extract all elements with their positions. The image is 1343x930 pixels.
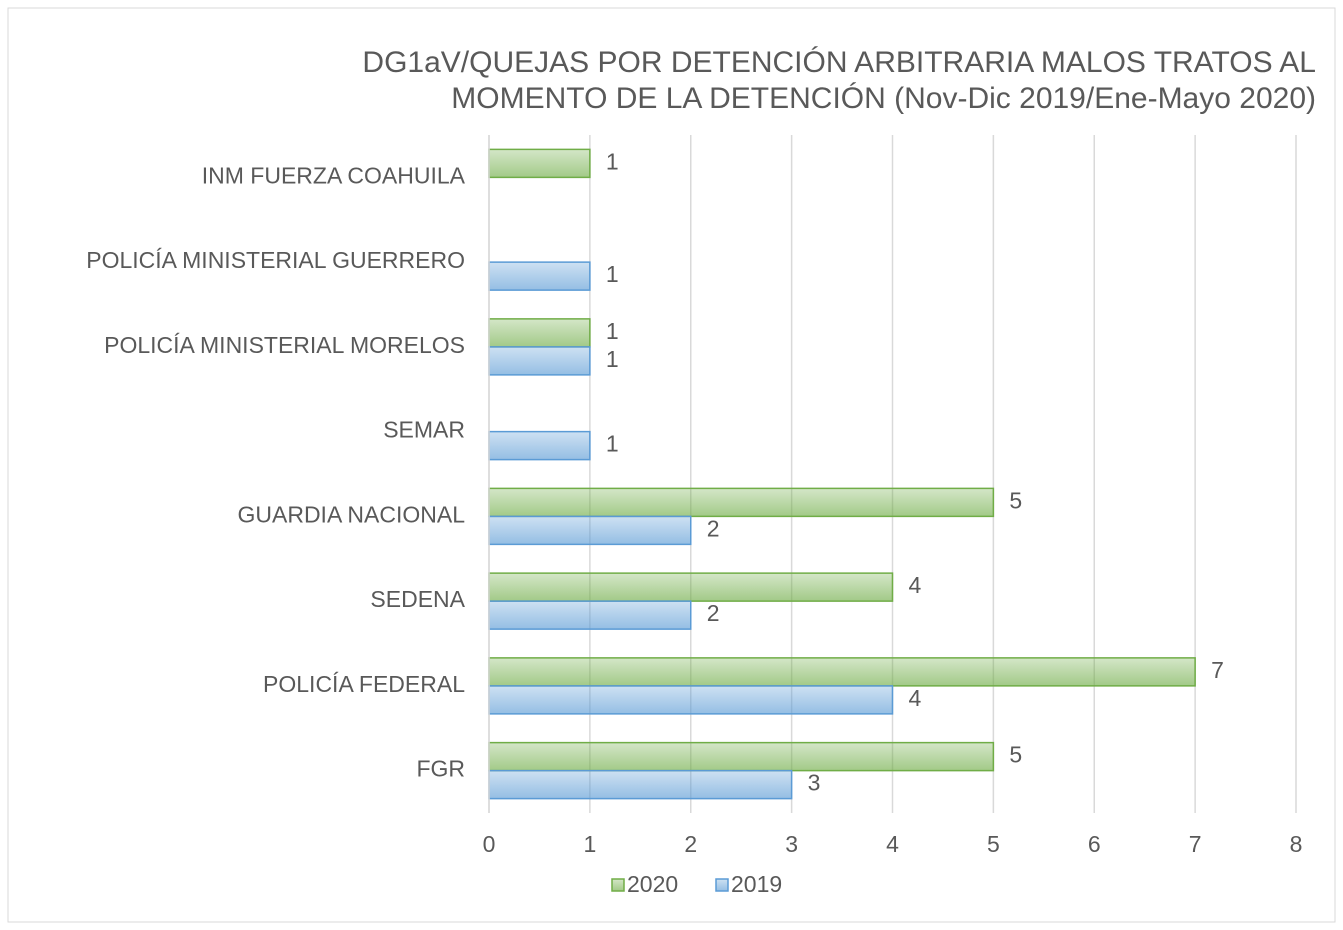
x-tick-label: 5: [987, 831, 1000, 857]
data-label: 4: [909, 685, 922, 711]
y-tick-label: POLICÍA MINISTERIAL GUERRERO: [86, 247, 465, 273]
bar: [488, 148, 591, 179]
bar: [488, 318, 591, 348]
bar: [488, 657, 1196, 687]
x-tick-label: 4: [886, 831, 899, 857]
y-tick-label: SEDENA: [370, 586, 465, 612]
x-tick-label: 6: [1088, 831, 1101, 857]
bar: [488, 572, 894, 602]
bar: [488, 515, 692, 546]
bar: [488, 769, 793, 800]
data-label: 4: [909, 572, 922, 598]
y-tick-label: INM FUERZA COAHUILA: [202, 162, 466, 188]
bar: [488, 430, 591, 461]
x-tick-label: 0: [483, 831, 496, 857]
x-tick-label: 2: [684, 831, 697, 857]
bar: [488, 600, 692, 630]
data-label: 7: [1211, 657, 1224, 683]
chart-title: MOMENTO DE LA DETENCIÓN (Nov-Dic 2019/En…: [451, 82, 1316, 115]
data-label: 3: [808, 770, 821, 796]
data-label: 1: [606, 431, 619, 457]
data-label: 1: [606, 346, 619, 372]
legend-label: 2019: [731, 871, 782, 897]
legend-swatch: [611, 878, 625, 892]
data-label: 5: [1009, 742, 1022, 768]
legend-label: 2020: [627, 871, 678, 897]
y-tick-label: GUARDIA NACIONAL: [238, 501, 466, 527]
y-tick-label: POLICÍA FEDERAL: [263, 671, 465, 697]
bar: [488, 261, 591, 291]
x-tick-label: 1: [583, 831, 596, 857]
y-tick-label: FGR: [416, 756, 465, 782]
data-label: 2: [707, 515, 720, 541]
y-tick-label: SEMAR: [383, 417, 465, 443]
chart-title: DG1aV/QUEJAS POR DETENCIÓN ARBITRARIA MA…: [362, 46, 1316, 79]
data-label: 2: [707, 600, 720, 626]
bar: [488, 487, 995, 518]
y-tick-label: POLICÍA MINISTERIAL MORELOS: [104, 332, 465, 358]
data-label: 5: [1009, 487, 1022, 513]
data-label: 1: [606, 261, 619, 287]
legend-swatch: [715, 878, 729, 892]
x-tick-label: 3: [785, 831, 798, 857]
data-label: 1: [606, 148, 619, 174]
bar: [488, 346, 591, 376]
bar: [488, 741, 995, 772]
x-tick-label: 8: [1290, 831, 1303, 857]
x-tick-label: 7: [1189, 831, 1202, 857]
data-label: 1: [606, 318, 619, 344]
bar: [488, 685, 894, 715]
